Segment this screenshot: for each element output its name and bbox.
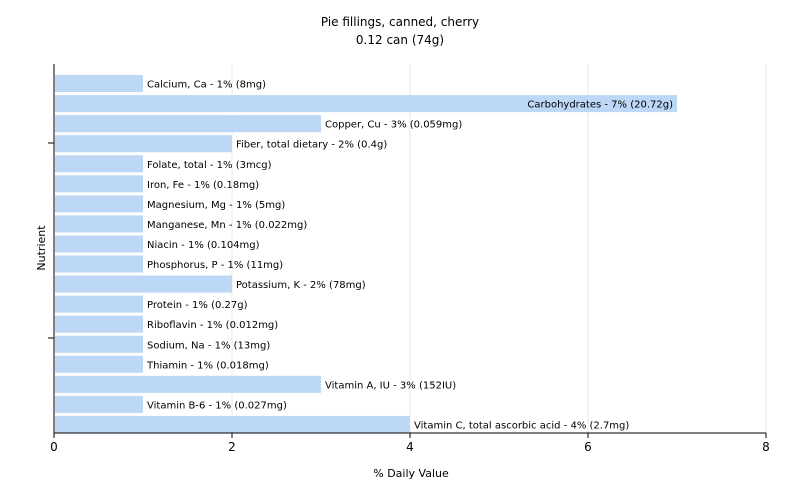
bar-label: Thiamin - 1% (0.018mg) xyxy=(146,360,269,371)
y-axis-label: Nutrient xyxy=(35,225,48,271)
bar-label: Fiber, total dietary - 2% (0.4g) xyxy=(236,140,387,151)
bar-label: Riboflavin - 1% (0.012mg) xyxy=(147,320,278,331)
bar xyxy=(55,115,321,133)
bar-label: Manganese, Mn - 1% (0.022mg) xyxy=(147,220,307,231)
x-axis-label: % Daily Value xyxy=(373,467,449,480)
x-ticks: 0 2 4 6 8 xyxy=(50,433,770,454)
bar-label: Protein - 1% (0.27g) xyxy=(147,300,248,311)
x-tick-label: 8 xyxy=(762,440,770,454)
bar-label: Vitamin A, IU - 3% (152IU) xyxy=(325,380,456,391)
x-tick-label: 0 xyxy=(50,440,58,454)
bar xyxy=(55,255,143,273)
bar-label: Carbohydrates - 7% (20.72g) xyxy=(527,100,673,111)
bar-label: Folate, total - 1% (3mcg) xyxy=(147,160,272,171)
bar xyxy=(55,155,143,173)
bar xyxy=(55,395,143,413)
x-tick-label: 4 xyxy=(406,440,414,454)
bar xyxy=(55,375,321,393)
bar-label: Magnesium, Mg - 1% (5mg) xyxy=(147,200,285,211)
chart-subtitle: 0.12 can (74g) xyxy=(355,33,445,47)
bar xyxy=(55,215,143,233)
bar-label: Copper, Cu - 3% (0.059mg) xyxy=(325,120,462,131)
bar-label: Calcium, Ca - 1% (8mg) xyxy=(147,80,266,91)
bar xyxy=(55,355,143,373)
bar xyxy=(55,275,232,293)
bar-label: Vitamin C, total ascorbic acid - 4% (2.7… xyxy=(414,420,629,431)
bar-labels: Calcium, Ca - 1% (8mg) Carbohydrates - 7%… xyxy=(146,80,673,432)
x-tick-label: 6 xyxy=(584,440,592,454)
bar xyxy=(55,175,143,193)
bar xyxy=(55,75,143,93)
bar xyxy=(55,315,143,333)
bar xyxy=(55,415,410,433)
x-tick-label: 2 xyxy=(228,440,236,454)
bar xyxy=(55,135,232,153)
bar-label: Vitamin B-6 - 1% (0.027mg) xyxy=(147,400,287,411)
bar xyxy=(55,335,143,353)
bar-label: Potassium, K - 2% (78mg) xyxy=(236,280,366,291)
chart-title: Pie fillings, canned, cherry xyxy=(320,15,480,29)
bar xyxy=(55,295,143,313)
bar xyxy=(55,235,143,253)
bar-label: Phosphorus, P - 1% (11mg) xyxy=(147,260,283,271)
bar-label: Niacin - 1% (0.104mg) xyxy=(147,240,260,251)
bar xyxy=(55,95,677,113)
bar-label: Sodium, Na - 1% (13mg) xyxy=(147,340,270,351)
bar-label: Iron, Fe - 1% (0.18mg) xyxy=(147,180,259,191)
bar xyxy=(55,195,143,213)
bars xyxy=(55,75,677,433)
